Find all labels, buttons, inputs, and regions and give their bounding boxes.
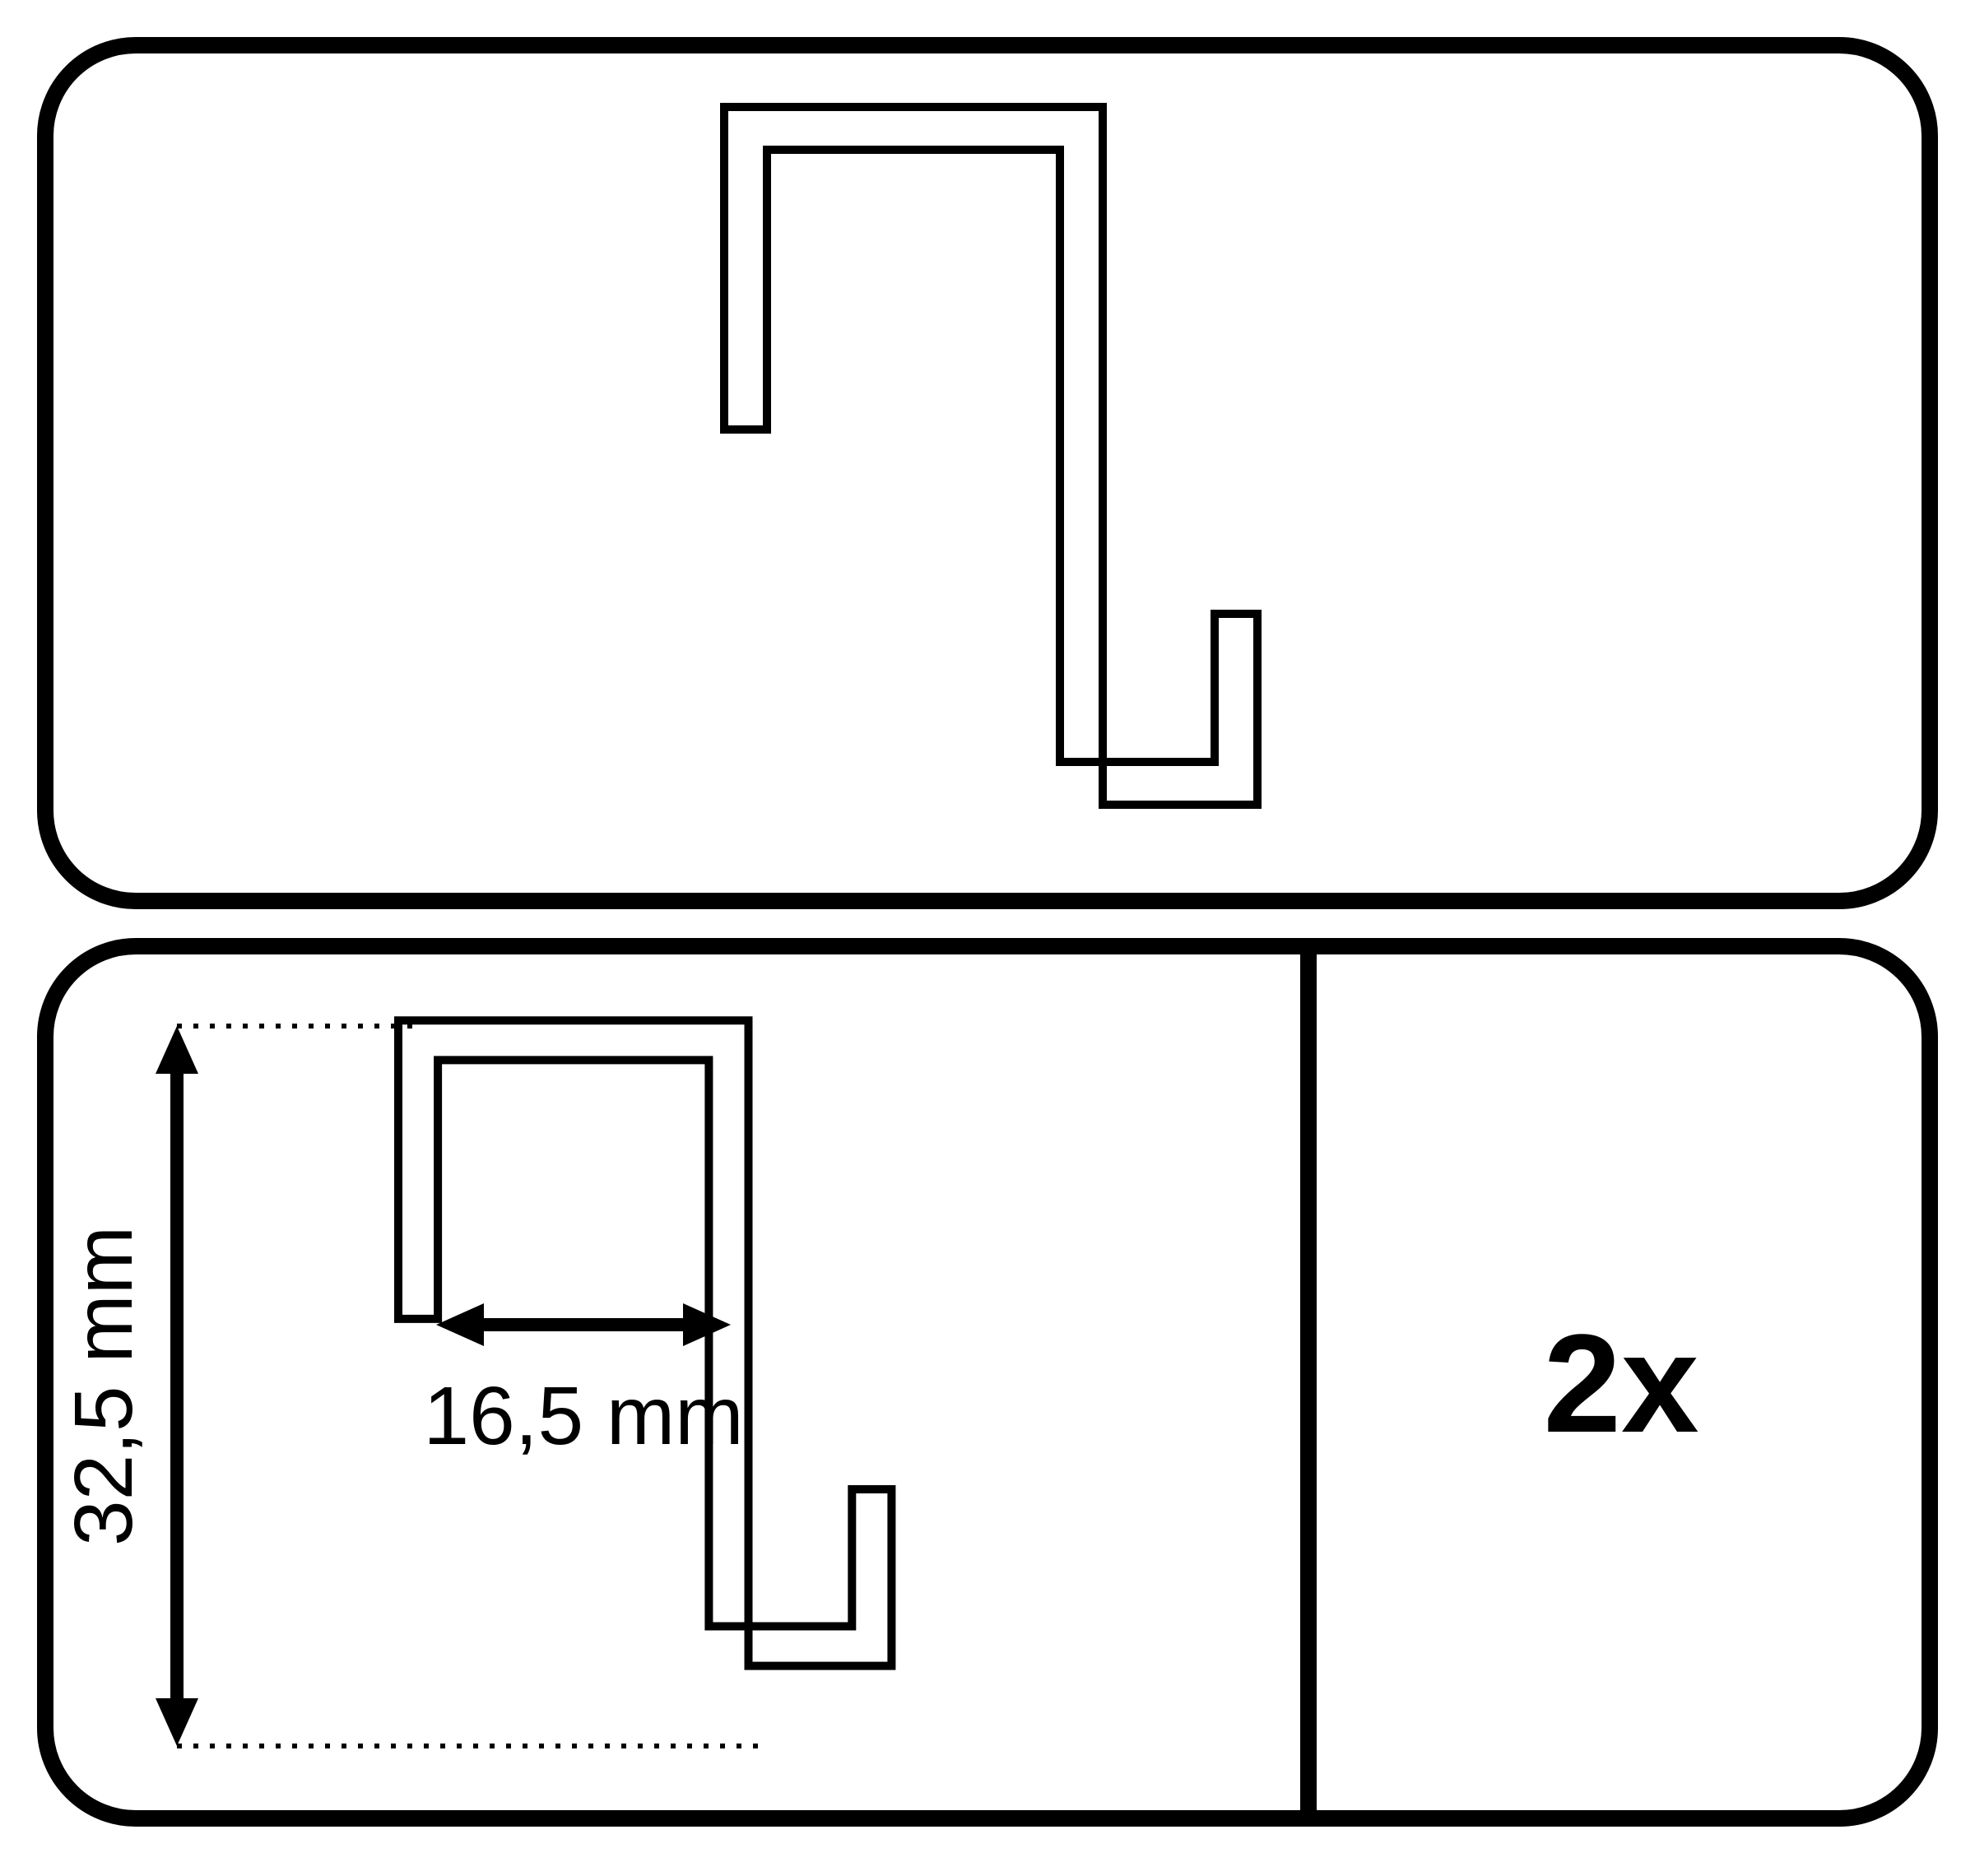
hook-outline-top xyxy=(724,107,1257,805)
dimension-width-label: 16,5 mm xyxy=(423,1370,743,1462)
diagram-svg: 32,5 mm 16,5 mm 2x xyxy=(0,0,1975,1876)
quantity-label: 2x xyxy=(1543,1306,1698,1462)
dimension-height-label: 32,5 mm xyxy=(58,1226,150,1546)
page: 32,5 mm 16,5 mm 2x xyxy=(0,0,1975,1876)
hook-outline-bottom xyxy=(398,1020,891,1665)
dimension-arrow-horizontal xyxy=(436,1303,731,1346)
dimension-arrow-vertical xyxy=(156,1026,198,1746)
